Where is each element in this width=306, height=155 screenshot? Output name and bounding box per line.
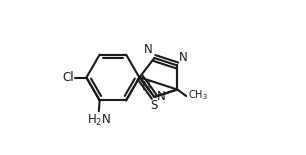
Text: N: N — [144, 43, 153, 56]
Text: Cl: Cl — [62, 71, 74, 84]
Text: H$_2$N: H$_2$N — [87, 113, 111, 128]
Text: N: N — [179, 51, 187, 64]
Text: CH$_3$: CH$_3$ — [188, 88, 207, 102]
Text: S: S — [150, 99, 157, 112]
Text: N: N — [142, 80, 150, 93]
Text: N: N — [157, 91, 166, 104]
